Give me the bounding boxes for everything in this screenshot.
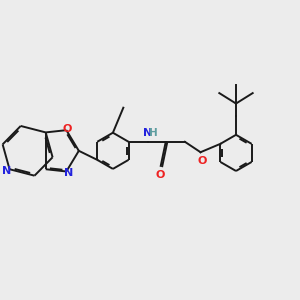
Text: N: N	[2, 166, 12, 176]
Text: N: N	[64, 168, 74, 178]
Text: O: O	[155, 170, 164, 180]
Text: O: O	[197, 156, 206, 166]
Text: N: N	[142, 128, 152, 138]
Text: H: H	[148, 128, 158, 138]
Text: O: O	[63, 124, 72, 134]
